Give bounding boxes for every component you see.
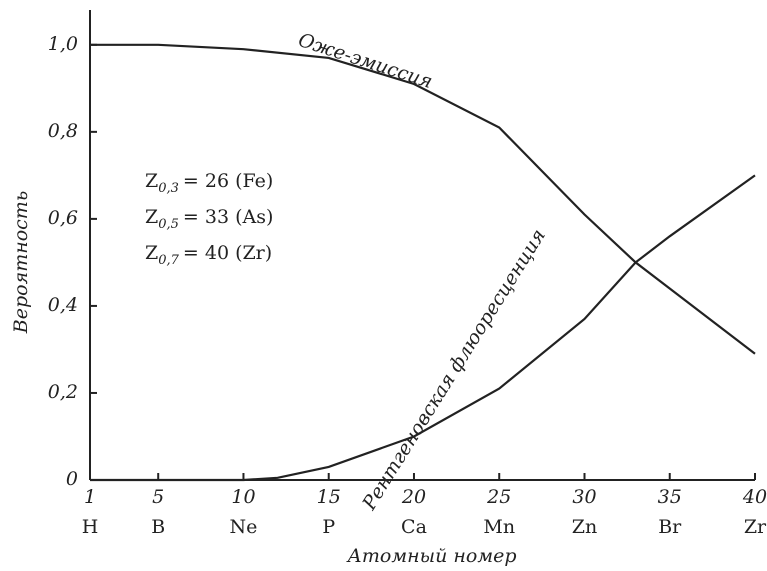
y-tick-label: 0 bbox=[66, 468, 78, 490]
x-tick-label: 10 bbox=[231, 486, 255, 508]
annotation: Z0,3 = 26 (Fe) bbox=[145, 170, 273, 196]
series-label: Оже-эмиссия bbox=[296, 29, 436, 93]
x-tick-label: 40 bbox=[742, 486, 767, 508]
y-tick-label: 0,6 bbox=[48, 207, 78, 229]
series-line bbox=[90, 43, 756, 355]
y-tick-label: 0,4 bbox=[48, 294, 78, 316]
annotation: Z0,5 = 33 (As) bbox=[145, 206, 273, 232]
x-tick-symbol: Mn bbox=[483, 516, 515, 538]
annotation: Z0,7 = 40 (Zr) bbox=[145, 242, 272, 268]
x-tick-symbol: Zn bbox=[572, 516, 597, 538]
annotation-symbol: Z bbox=[145, 170, 158, 192]
annotation-subscript: 0,3 bbox=[158, 181, 179, 196]
x-tick-symbol: Br bbox=[658, 516, 682, 538]
series-line bbox=[90, 174, 756, 482]
x-tick-label: 20 bbox=[401, 486, 426, 508]
x-tick-symbol: H bbox=[82, 516, 99, 538]
x-tick-label: 1 bbox=[84, 486, 96, 508]
x-tick-symbol: B bbox=[151, 516, 165, 538]
x-tick-symbol: Ne bbox=[230, 516, 258, 538]
x-tick-label: 35 bbox=[658, 486, 682, 508]
x-tick-label: 25 bbox=[486, 486, 511, 508]
x-tick-label: 30 bbox=[572, 486, 596, 508]
x-tick-label: 15 bbox=[317, 486, 341, 508]
y-tick-label: 1,0 bbox=[48, 33, 78, 55]
x-tick-label: 5 bbox=[152, 486, 164, 508]
y-tick-label: 0,8 bbox=[48, 120, 78, 142]
annotation-text: = 26 (Fe) bbox=[183, 170, 273, 192]
annotation-symbol: Z bbox=[145, 242, 158, 264]
x-tick-symbol: P bbox=[322, 516, 335, 538]
annotation-subscript: 0,7 bbox=[158, 253, 179, 268]
x-tick-symbol: Zr bbox=[744, 516, 767, 538]
annotation-subscript: 0,5 bbox=[158, 217, 179, 232]
x-axis-title: Атомный номер bbox=[346, 545, 517, 567]
annotation-text: = 40 (Zr) bbox=[183, 242, 272, 264]
y-tick-label: 0,2 bbox=[48, 381, 78, 403]
x-tick-symbol: Ca bbox=[401, 516, 427, 538]
annotation-text: = 33 (As) bbox=[183, 206, 273, 228]
annotation-symbol: Z bbox=[145, 206, 158, 228]
y-axis-title: Вероятность bbox=[10, 191, 32, 334]
